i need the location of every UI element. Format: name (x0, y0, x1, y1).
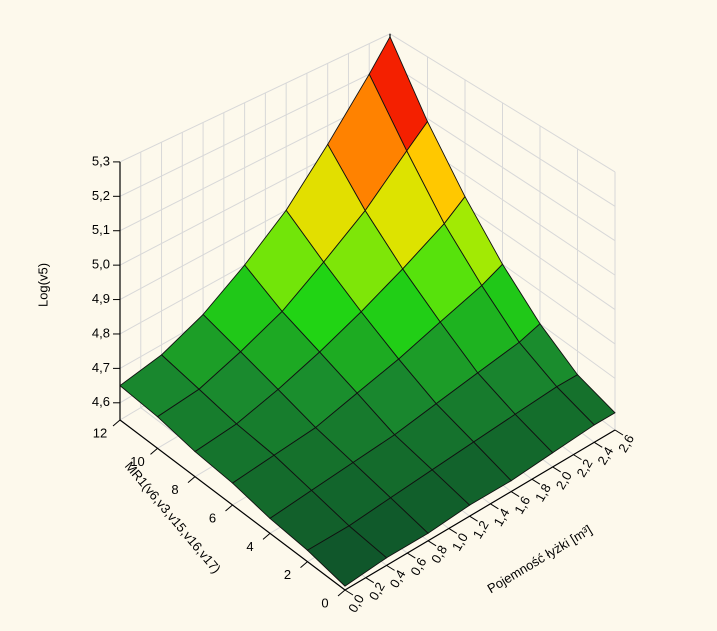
x-tick (344, 589, 354, 596)
x-tick (510, 491, 520, 497)
surface-patch (306, 525, 388, 587)
x-tick (531, 478, 541, 485)
x-tick (573, 454, 582, 461)
y-tick-label: 4 (246, 539, 253, 554)
z-tick-label: 5,3 (92, 153, 110, 168)
x-tick (448, 528, 458, 534)
x-tick (490, 503, 499, 510)
wall-grid-line (389, 33, 616, 173)
y-tick-label: 12 (93, 425, 107, 440)
y-tick-label: 10 (130, 454, 144, 469)
y-tick (187, 476, 196, 484)
z-tick-label: 5,1 (92, 222, 110, 237)
y-tick (337, 589, 346, 597)
y-tick-label: 8 (171, 482, 178, 497)
x-tick (552, 466, 561, 473)
x-tick (407, 552, 416, 559)
wall-grid-line (389, 63, 616, 207)
z-tick-label: 4,8 (92, 325, 110, 340)
z-tick-label: 5,0 (92, 257, 110, 272)
z-tick-label: 4,7 (92, 360, 110, 375)
z-tick-label: 4,6 (92, 394, 110, 409)
y-tick (300, 561, 308, 569)
axis-line (344, 429, 616, 591)
wall-grid-line (389, 93, 616, 242)
wall-grid-line (119, 63, 391, 197)
x-tick (386, 564, 395, 571)
y-tick (150, 447, 158, 455)
z-tick-label: 5,2 (92, 188, 110, 203)
x-tick (469, 515, 478, 522)
y-tick (262, 532, 271, 540)
y-tick-label: 0 (321, 595, 328, 610)
x-tick (614, 429, 624, 436)
x-tick (365, 577, 375, 584)
x-tick (593, 441, 603, 448)
z-axis-title: Log(v5) (35, 263, 50, 307)
y-tick-label: 2 (284, 567, 291, 582)
x-tick (427, 540, 437, 547)
y-tick-label: 6 (209, 510, 216, 525)
wall-grid-line (119, 33, 391, 163)
z-tick-label: 4,9 (92, 291, 110, 306)
y-tick (225, 504, 233, 512)
y-tick (112, 419, 121, 427)
